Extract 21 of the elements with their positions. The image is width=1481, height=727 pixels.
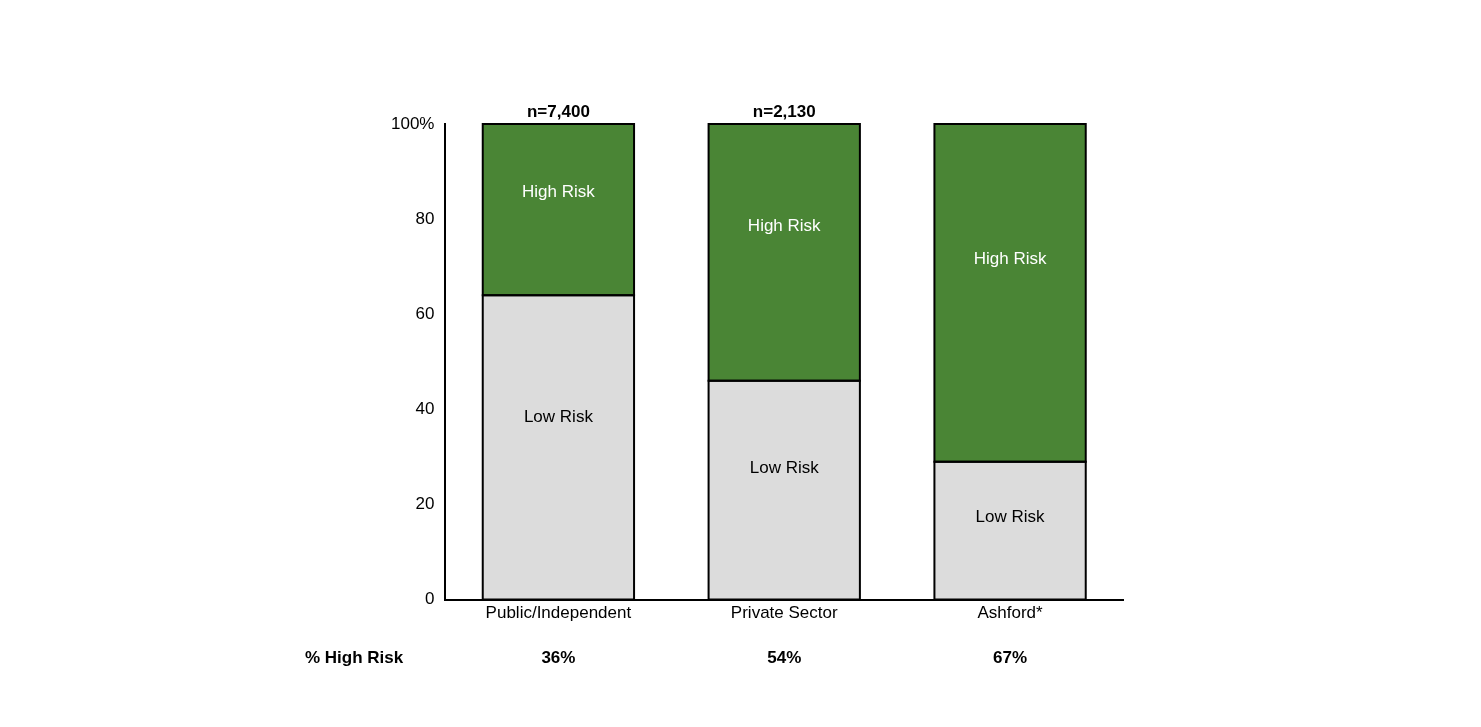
series-label: High Risk xyxy=(522,182,596,202)
text: Low Risk xyxy=(749,458,819,478)
y-tick-label: 0 xyxy=(425,589,435,609)
text: Low Risk xyxy=(975,506,1045,526)
y-tick-label: 80 xyxy=(415,208,435,228)
x-tick-label: Ashford* xyxy=(977,603,1044,623)
text: High Risk xyxy=(973,248,1047,268)
text: n=7,400 xyxy=(526,102,590,122)
x-tick-label: Private Sector xyxy=(730,603,838,623)
text: 54% xyxy=(767,647,802,667)
y-tick-label: 60 xyxy=(415,303,435,323)
text: % High Risk xyxy=(305,647,404,667)
y-tick-label: 40 xyxy=(415,399,435,419)
y-tick-label: 20 xyxy=(415,494,435,514)
text: 36% xyxy=(541,647,576,667)
x-tick-label: Public/Independent xyxy=(485,603,632,623)
text: n=2,130 xyxy=(752,102,816,122)
y-tick-label: 100% xyxy=(391,113,435,133)
series-label: Low Risk xyxy=(523,406,594,426)
text: High Risk xyxy=(747,216,821,236)
text: 67% xyxy=(993,647,1028,667)
